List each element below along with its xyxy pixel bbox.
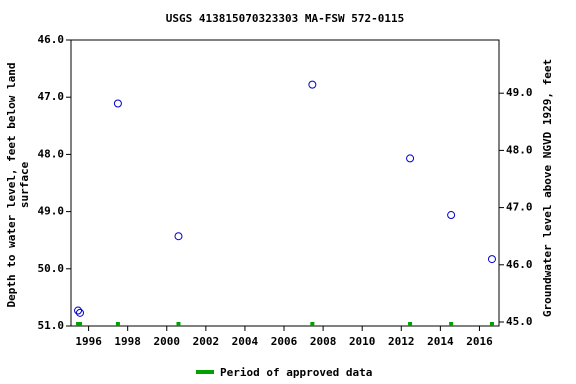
x-tick-label: 2016 bbox=[466, 335, 493, 348]
y2-axis-label: Groundwater level above NGVD 1929, feet bbox=[541, 59, 554, 317]
data-point bbox=[113, 99, 122, 108]
x-tick-label: 2012 bbox=[388, 335, 415, 348]
data-point bbox=[406, 154, 415, 163]
approved-period bbox=[449, 322, 454, 326]
y2-tick-label: 48.0 bbox=[506, 143, 533, 156]
approved-period bbox=[310, 322, 315, 326]
legend-label: Period of approved data bbox=[220, 366, 372, 379]
x-tick-label: 2000 bbox=[154, 335, 181, 348]
approved-period bbox=[176, 322, 181, 326]
data-point bbox=[174, 232, 183, 241]
data-point bbox=[487, 255, 496, 264]
approved-period bbox=[77, 322, 82, 326]
y-tick-label: 47.0 bbox=[38, 90, 65, 103]
y-tick-label: 50.0 bbox=[38, 262, 65, 275]
x-tick-label: 2014 bbox=[427, 335, 454, 348]
y2-tick-label: 47.0 bbox=[506, 201, 533, 214]
data-point bbox=[308, 80, 317, 89]
approved-period bbox=[489, 322, 494, 326]
y-tick-label: 46.0 bbox=[38, 33, 65, 46]
y-axis-label: surface bbox=[18, 161, 31, 208]
y2-tick-label: 45.0 bbox=[506, 315, 533, 328]
y-tick-label: 51.0 bbox=[38, 319, 65, 332]
x-tick-label: 2006 bbox=[271, 335, 298, 348]
x-tick-label: 2002 bbox=[193, 335, 220, 348]
x-tick-label: 1998 bbox=[114, 335, 141, 348]
y-axis-label: Depth to water level, feet below land bbox=[5, 62, 18, 307]
plot-frame bbox=[70, 39, 500, 327]
approved-period bbox=[115, 322, 120, 326]
x-tick-label: 2004 bbox=[232, 335, 259, 348]
data-point bbox=[74, 306, 83, 315]
data-point bbox=[75, 308, 84, 317]
chart-title: USGS 413815070323303 MA-FSW 572-0115 bbox=[166, 12, 404, 25]
x-tick-label: 2008 bbox=[310, 335, 337, 348]
x-tick-label: 2010 bbox=[349, 335, 376, 348]
y-tick-label: 49.0 bbox=[38, 205, 65, 218]
y-tick-label: 48.0 bbox=[38, 147, 65, 160]
y2-tick-label: 46.0 bbox=[506, 258, 533, 271]
y2-tick-label: 49.0 bbox=[506, 86, 533, 99]
x-tick-label: 1996 bbox=[75, 335, 102, 348]
data-point bbox=[447, 211, 456, 220]
approved-period bbox=[408, 322, 413, 326]
